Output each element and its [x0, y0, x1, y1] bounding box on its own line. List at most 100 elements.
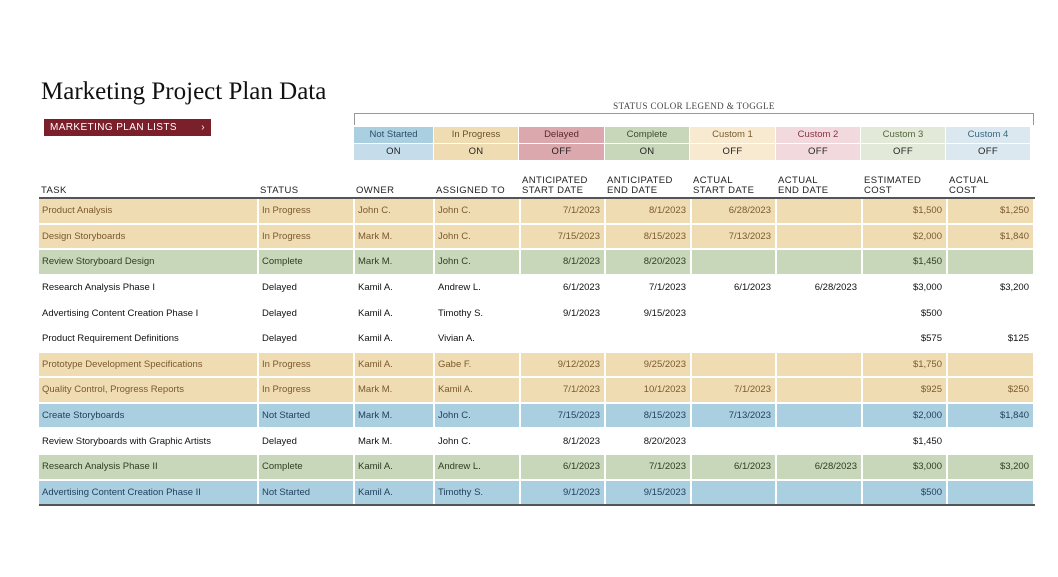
cell-act-start[interactable]: 7/1/2023 [691, 377, 777, 404]
cell-ant-end[interactable] [605, 325, 692, 353]
cell-est-cost[interactable]: $3,000 [862, 453, 948, 481]
cell-est-cost[interactable]: $925 [862, 377, 948, 404]
cell-status[interactable]: Delayed [258, 325, 355, 353]
cell-ant-start[interactable]: 7/1/2023 [520, 198, 606, 225]
cell-ant-start[interactable]: 9/1/2023 [520, 479, 606, 507]
cell-est-cost[interactable]: $575 [862, 325, 948, 353]
cell-act-start[interactable] [691, 351, 777, 379]
cell-act-end[interactable] [776, 325, 863, 353]
legend-toggle-custom-3[interactable]: OFF [861, 144, 945, 160]
cell-task[interactable]: Product Requirement Definitions [39, 325, 259, 353]
cell-assigned[interactable]: Andrew L. [434, 274, 521, 302]
cell-status[interactable]: Not Started [258, 479, 355, 507]
cell-act-cost[interactable]: $3,200 [947, 274, 1035, 302]
cell-ant-end[interactable]: 7/1/2023 [605, 453, 692, 481]
cell-status[interactable]: Delayed [258, 428, 355, 455]
cell-assigned[interactable]: John C. [434, 428, 521, 455]
cell-task[interactable]: Create Storyboards [39, 402, 259, 430]
cell-ant-end[interactable]: 9/25/2023 [605, 351, 692, 379]
cell-owner[interactable]: Mark M. [354, 249, 435, 276]
cell-ant-start[interactable]: 9/12/2023 [520, 351, 606, 379]
cell-act-end[interactable] [776, 402, 863, 430]
cell-ant-end[interactable]: 8/20/2023 [605, 428, 692, 455]
cell-est-cost[interactable]: $500 [862, 479, 948, 507]
cell-act-start[interactable] [691, 325, 777, 353]
cell-ant-start[interactable]: 6/1/2023 [520, 453, 606, 481]
cell-assigned[interactable]: Gabe F. [434, 351, 521, 379]
cell-act-start[interactable] [691, 300, 777, 327]
cell-status[interactable]: In Progress [258, 223, 355, 251]
cell-act-end[interactable] [776, 351, 863, 379]
cell-owner[interactable]: Kamil A. [354, 325, 435, 353]
cell-act-end[interactable] [776, 198, 863, 225]
legend-toggle-delayed[interactable]: OFF [519, 144, 604, 160]
cell-status[interactable]: Complete [258, 249, 355, 276]
cell-assigned[interactable]: Vivian A. [434, 325, 521, 353]
cell-ant-end[interactable]: 10/1/2023 [605, 377, 692, 404]
cell-act-cost[interactable] [947, 300, 1035, 327]
cell-status[interactable]: In Progress [258, 377, 355, 404]
legend-toggle-custom-4[interactable]: OFF [946, 144, 1030, 160]
cell-status[interactable]: Not Started [258, 402, 355, 430]
cell-act-cost[interactable]: $1,250 [947, 198, 1035, 225]
cell-act-cost[interactable]: $125 [947, 325, 1035, 353]
cell-assigned[interactable]: John C. [434, 402, 521, 430]
column-header-task[interactable]: TASK [39, 173, 258, 199]
cell-act-start[interactable]: 6/1/2023 [691, 274, 777, 302]
cell-act-end[interactable] [776, 428, 863, 455]
cell-est-cost[interactable]: $1,450 [862, 249, 948, 276]
column-header-actual-end-date[interactable]: ACTUAL END DATE [776, 173, 862, 199]
column-header-anticipated-end-date[interactable]: ANTICIPATED END DATE [605, 173, 691, 199]
cell-est-cost[interactable]: $500 [862, 300, 948, 327]
cell-act-cost[interactable]: $1,840 [947, 223, 1035, 251]
cell-ant-end[interactable]: 8/1/2023 [605, 198, 692, 225]
cell-assigned[interactable]: Timothy S. [434, 479, 521, 507]
cell-act-cost[interactable] [947, 428, 1035, 455]
cell-est-cost[interactable]: $2,000 [862, 402, 948, 430]
legend-toggle-not-started[interactable]: ON [354, 144, 433, 160]
marketing-plan-lists-button[interactable]: MARKETING PLAN LISTS › [44, 119, 211, 136]
cell-est-cost[interactable]: $2,000 [862, 223, 948, 251]
cell-ant-end[interactable]: 8/20/2023 [605, 249, 692, 276]
cell-act-cost[interactable]: $3,200 [947, 453, 1035, 481]
cell-status[interactable]: Complete [258, 453, 355, 481]
cell-owner[interactable]: John C. [354, 198, 435, 225]
cell-act-end[interactable]: 6/28/2023 [776, 453, 863, 481]
cell-act-start[interactable] [691, 479, 777, 507]
cell-assigned[interactable]: John C. [434, 223, 521, 251]
cell-act-start[interactable] [691, 249, 777, 276]
cell-ant-start[interactable]: 7/15/2023 [520, 402, 606, 430]
cell-ant-start[interactable]: 9/1/2023 [520, 300, 606, 327]
cell-task[interactable]: Quality Control, Progress Reports [39, 377, 259, 404]
cell-owner[interactable]: Kamil A. [354, 479, 435, 507]
cell-act-end[interactable]: 6/28/2023 [776, 274, 863, 302]
cell-act-start[interactable]: 7/13/2023 [691, 223, 777, 251]
cell-task[interactable]: Design Storyboards [39, 223, 259, 251]
legend-toggle-in-progress[interactable]: ON [434, 144, 518, 160]
cell-est-cost[interactable]: $1,500 [862, 198, 948, 225]
cell-act-cost[interactable] [947, 249, 1035, 276]
cell-ant-start[interactable]: 7/15/2023 [520, 223, 606, 251]
cell-act-start[interactable]: 6/28/2023 [691, 198, 777, 225]
cell-task[interactable]: Research Analysis Phase I [39, 274, 259, 302]
cell-act-end[interactable] [776, 479, 863, 507]
cell-act-start[interactable]: 6/1/2023 [691, 453, 777, 481]
cell-est-cost[interactable]: $3,000 [862, 274, 948, 302]
cell-assigned[interactable]: Timothy S. [434, 300, 521, 327]
column-header-assigned-to[interactable]: ASSIGNED TO [434, 173, 520, 199]
cell-act-cost[interactable] [947, 351, 1035, 379]
cell-act-end[interactable] [776, 223, 863, 251]
cell-ant-start[interactable]: 8/1/2023 [520, 428, 606, 455]
cell-assigned[interactable]: Andrew L. [434, 453, 521, 481]
cell-assigned[interactable]: Kamil A. [434, 377, 521, 404]
cell-act-cost[interactable] [947, 479, 1035, 507]
cell-owner[interactable]: Mark M. [354, 223, 435, 251]
cell-task[interactable]: Review Storyboards with Graphic Artists [39, 428, 259, 455]
cell-status[interactable]: In Progress [258, 351, 355, 379]
column-header-actual-cost[interactable]: ACTUAL COST [947, 173, 1034, 199]
cell-owner[interactable]: Kamil A. [354, 274, 435, 302]
cell-task[interactable]: Review Storyboard Design [39, 249, 259, 276]
cell-ant-end[interactable]: 8/15/2023 [605, 223, 692, 251]
column-header-estimated-cost[interactable]: ESTIMATED COST [862, 173, 947, 199]
cell-task[interactable]: Research Analysis Phase II [39, 453, 259, 481]
